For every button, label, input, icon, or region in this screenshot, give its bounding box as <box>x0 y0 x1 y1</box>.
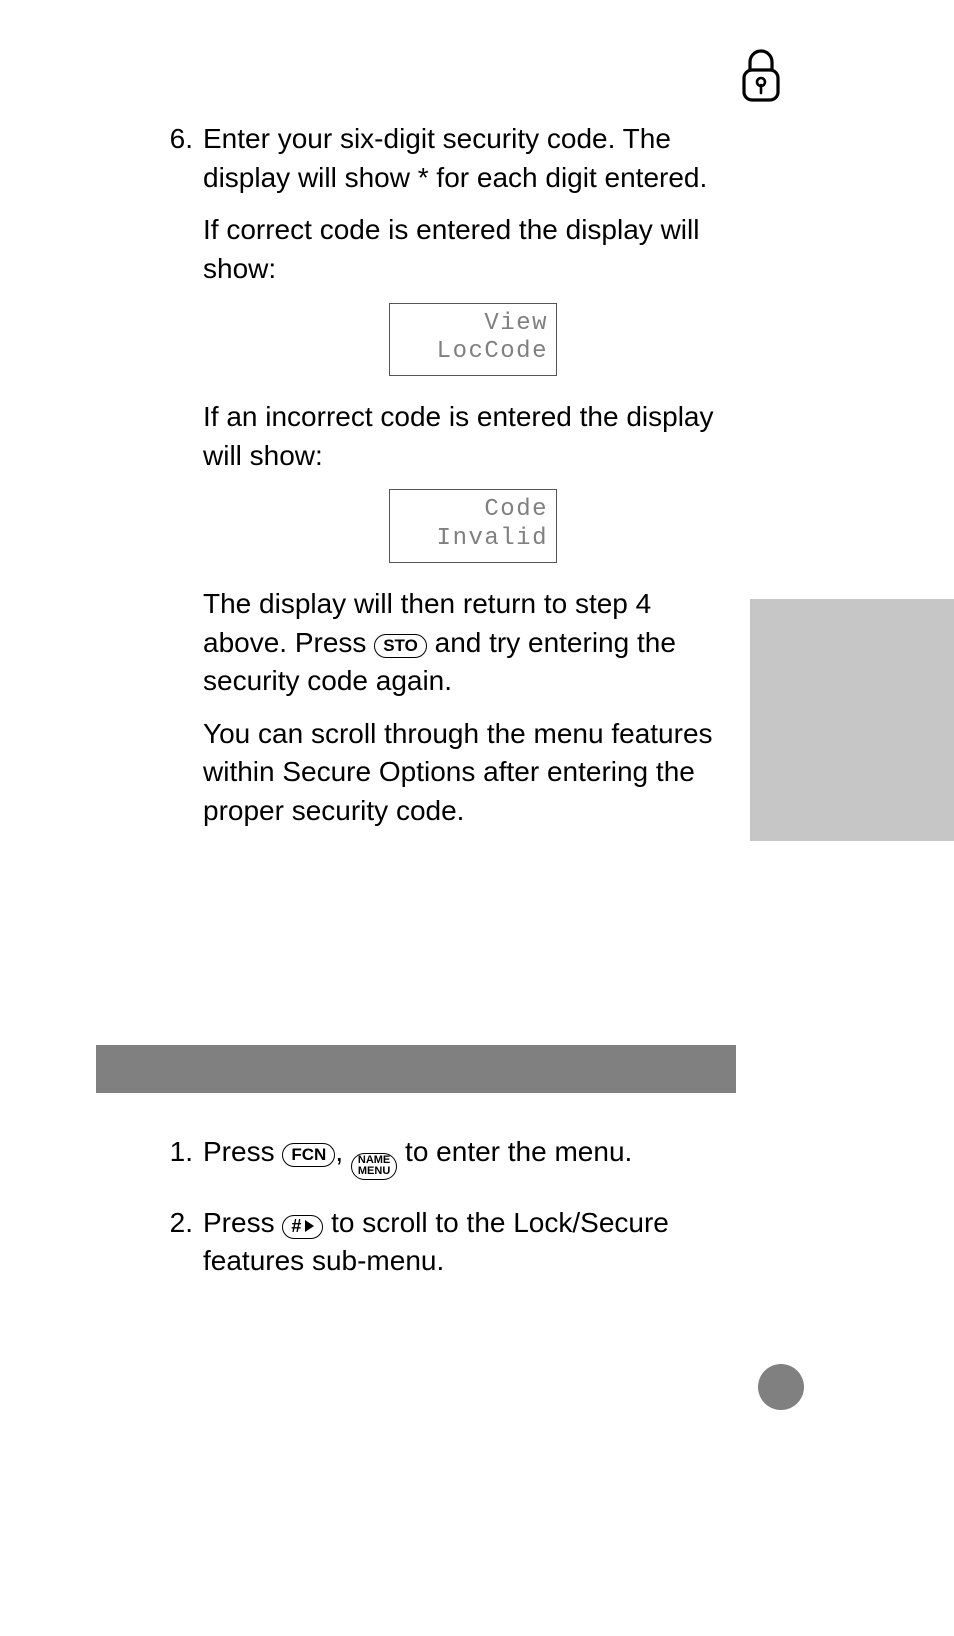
lcd-line: Invalid <box>398 525 548 554</box>
step-number: 6. <box>153 123 203 155</box>
step-6-p5: You can scroll through the menu features… <box>203 715 743 831</box>
page-content: 6. Enter your six-digit security code. T… <box>153 120 743 1305</box>
lower-step-1: 1. Press FCN, NAME MENU to enter the men… <box>153 1133 743 1194</box>
step-number: 1. <box>153 1136 203 1168</box>
step-body: Press FCN, NAME MENU to enter the menu. <box>203 1133 743 1194</box>
step-6-p4: The display will then return to step 4 a… <box>203 585 743 701</box>
key-label-bottom: MENU <box>358 1166 390 1177</box>
text-run: Press <box>203 1136 282 1167</box>
step-number: 2. <box>153 1207 203 1239</box>
lcd-line: LocCode <box>398 338 548 367</box>
key-hash-symbol: # <box>291 1216 301 1238</box>
triangle-right-icon <box>305 1220 314 1232</box>
step-body: Enter your six-digit security code. The … <box>203 120 743 845</box>
lcd-display-incorrect: Code Invalid <box>389 489 557 563</box>
lock-icon <box>738 48 784 109</box>
lcd-line: View <box>398 310 548 339</box>
step-6: 6. Enter your six-digit security code. T… <box>153 120 743 845</box>
lcd-display-correct: View LocCode <box>389 303 557 377</box>
key-hash-right: # <box>282 1215 323 1240</box>
step-6-p1: Enter your six-digit security code. The … <box>203 120 743 197</box>
key-sto: STO <box>374 634 427 658</box>
side-index-tab <box>750 599 954 841</box>
key-fcn: FCN <box>282 1143 335 1167</box>
step-6-p3: If an incorrect code is entered the disp… <box>203 398 743 475</box>
lower-step-2-text: Press # to scroll to the Lock/Secure fea… <box>203 1204 743 1281</box>
step-body: Press # to scroll to the Lock/Secure fea… <box>203 1204 743 1295</box>
page-number-dot <box>758 1364 804 1410</box>
lower-step-1-text: Press FCN, NAME MENU to enter the menu. <box>203 1133 743 1180</box>
text-run: Press <box>203 1207 282 1238</box>
manual-page: 6. Enter your six-digit security code. T… <box>0 0 954 1636</box>
step-6-p2: If correct code is entered the display w… <box>203 211 743 288</box>
section-heading-bar <box>96 1045 736 1093</box>
lower-step-2: 2. Press # to scroll to the Lock/Secure … <box>153 1204 743 1295</box>
text-run: to enter the menu. <box>405 1136 632 1167</box>
lcd-line: Code <box>398 496 548 525</box>
text-run: , <box>335 1136 351 1167</box>
key-name-menu: NAME MENU <box>351 1153 397 1180</box>
